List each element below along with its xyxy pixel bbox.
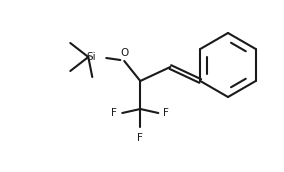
Text: F: F <box>163 108 169 118</box>
Text: O: O <box>120 48 128 58</box>
Text: F: F <box>111 108 117 118</box>
Text: Si: Si <box>87 52 96 62</box>
Text: F: F <box>137 133 143 143</box>
